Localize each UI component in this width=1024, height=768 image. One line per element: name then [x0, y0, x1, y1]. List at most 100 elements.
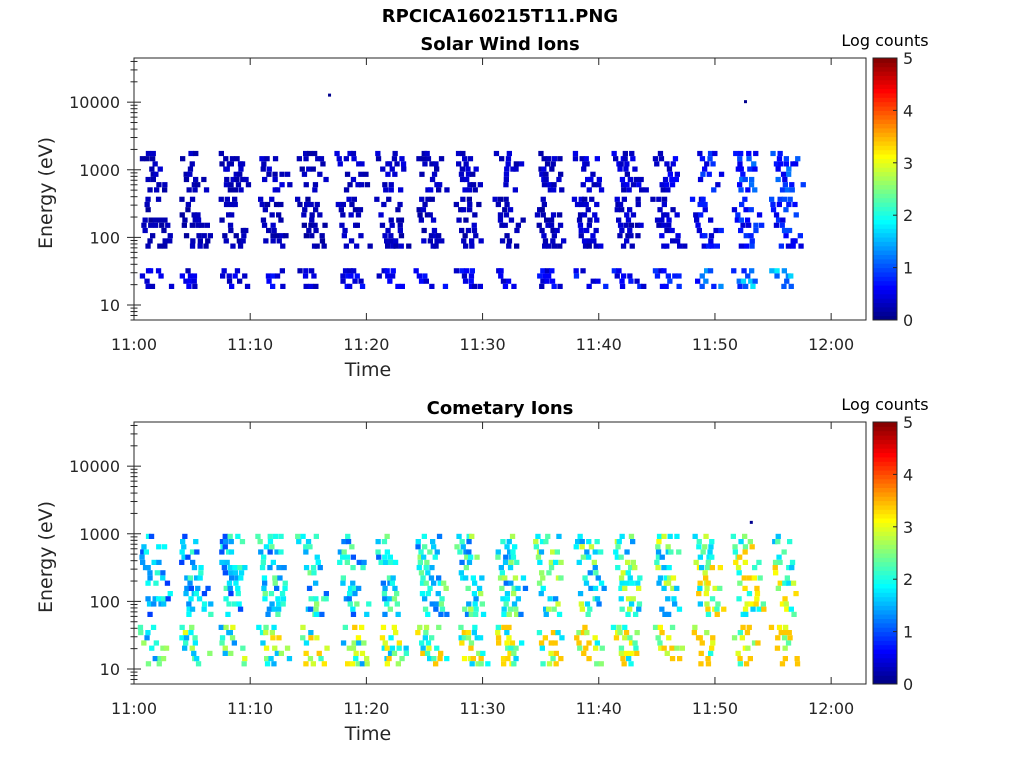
cometary-ions-cell — [423, 624, 430, 630]
solar-wind-cell — [312, 187, 318, 193]
solar-wind-cell — [422, 273, 428, 279]
solar-wind-cell — [711, 187, 717, 193]
cometary-ions-cell — [424, 650, 431, 656]
cometary-ions-cell — [459, 559, 465, 565]
solar-wind-outlier — [744, 100, 747, 104]
cometary-ions-cell — [742, 606, 749, 612]
cometary-ions-cell — [364, 656, 370, 662]
cometary-ions-cell — [308, 606, 314, 612]
cometary-ions-cell — [459, 539, 465, 545]
solar-wind-cell — [269, 212, 275, 218]
cometary-ions-cell — [658, 645, 664, 651]
cometary-ions-cell — [416, 565, 422, 571]
solar-wind-cell — [654, 217, 661, 223]
cometary-ions-cell — [501, 606, 507, 612]
cometary-ions-cell — [223, 539, 229, 545]
cometary-ions-cell — [262, 591, 268, 597]
solar-wind-cell — [223, 238, 229, 244]
solar-wind-cell — [161, 227, 167, 234]
solar-wind-cell — [183, 176, 190, 183]
solar-wind-cell — [557, 243, 563, 249]
cometary-ions-cell — [548, 565, 555, 571]
cometary-ions-cell — [654, 559, 660, 565]
solar-wind-cell — [586, 283, 592, 289]
solar-wind-cell — [703, 278, 709, 284]
solar-wind-cell — [699, 156, 706, 162]
cometary-ions-cell — [630, 559, 636, 565]
solar-wind-cell — [352, 278, 358, 284]
cometary-ions-cell — [474, 635, 480, 641]
cometary-ions-cell — [550, 630, 557, 636]
solar-wind-cell — [506, 243, 512, 249]
cometary-ions-cell — [165, 596, 171, 602]
cometary-ions-cell — [235, 585, 241, 591]
cometary-ions-cell — [468, 611, 474, 617]
cometary-ions-cell — [558, 559, 564, 565]
cometary-ions-cell — [679, 645, 685, 651]
cometary-ions-cell — [507, 650, 513, 656]
solar-wind-cell — [783, 233, 789, 239]
solar-wind-cell — [237, 278, 243, 284]
solar-wind-cell — [343, 243, 349, 249]
cometary-ions-colorbar-step — [873, 631, 897, 637]
cometary-ions-cell — [183, 635, 190, 641]
solar-wind-cell — [259, 201, 265, 208]
cometary-ions-cell — [429, 635, 435, 641]
cometary-ions-cell — [281, 565, 287, 571]
cometary-ions-colorbar-step — [873, 513, 897, 519]
solar-wind-cell — [157, 243, 163, 249]
cometary-ions-cell — [659, 606, 665, 612]
solar-wind-cell — [389, 166, 395, 172]
solar-wind-cell — [436, 187, 442, 193]
cometary-ions-cell — [391, 650, 398, 656]
cometary-ions-cell — [258, 549, 264, 555]
cometary-ions-cell — [472, 624, 478, 630]
solar-wind-cell — [544, 268, 551, 274]
solar-wind-cell — [434, 182, 440, 188]
solar-wind-cell — [150, 233, 156, 239]
solar-wind-cell — [191, 278, 197, 284]
cometary-ions-colorbar-step — [873, 579, 897, 585]
cometary-ions-cell — [469, 533, 475, 539]
cometary-ions-cell — [427, 656, 433, 662]
cometary-ions-cell — [458, 570, 464, 576]
solar-wind-cell — [436, 233, 442, 239]
cometary-ions-cell — [186, 601, 192, 607]
solar-wind-cell — [666, 166, 673, 172]
cometary-ions-cell — [269, 544, 275, 550]
solar-wind-colorbar-step — [873, 140, 897, 146]
cometary-ions-cell — [222, 645, 228, 651]
solar-wind-cell — [540, 196, 546, 202]
solar-wind-cell — [226, 273, 232, 279]
solar-wind-cell — [578, 196, 584, 202]
cometary-ions-cell — [520, 575, 527, 581]
cometary-ions-cell — [748, 601, 754, 607]
solar-wind-cell — [318, 156, 325, 162]
solar-wind-cell — [536, 222, 542, 228]
solar-wind-colorbar-step — [873, 127, 897, 133]
cometary-ions-cell — [474, 554, 480, 560]
solar-wind-cell — [594, 156, 600, 162]
cometary-ions-cell — [303, 640, 310, 646]
cometary-ions-cell — [705, 606, 711, 612]
solar-wind-cell — [659, 283, 666, 289]
cometary-ions-cell — [592, 565, 598, 571]
solar-wind-cell — [181, 222, 187, 228]
solar-wind-cell — [398, 217, 405, 223]
cometary-ions-cell — [744, 601, 750, 607]
solar-wind-cell — [670, 161, 676, 167]
cometary-ions-cell — [776, 554, 782, 560]
cometary-ions-cell — [425, 570, 431, 576]
solar-wind-cell — [798, 243, 804, 249]
solar-wind-cell — [192, 283, 198, 289]
cometary-ions-cell — [478, 656, 484, 662]
solar-wind-cell — [419, 171, 425, 177]
solar-wind-cell — [313, 207, 319, 213]
solar-wind-cell — [790, 161, 796, 167]
solar-wind-cell — [243, 227, 249, 234]
solar-wind-cell — [261, 222, 268, 228]
cometary-ions-cell — [140, 549, 146, 555]
solar-wind-colorbar-step — [873, 154, 897, 159]
solar-wind-cell — [297, 201, 303, 208]
